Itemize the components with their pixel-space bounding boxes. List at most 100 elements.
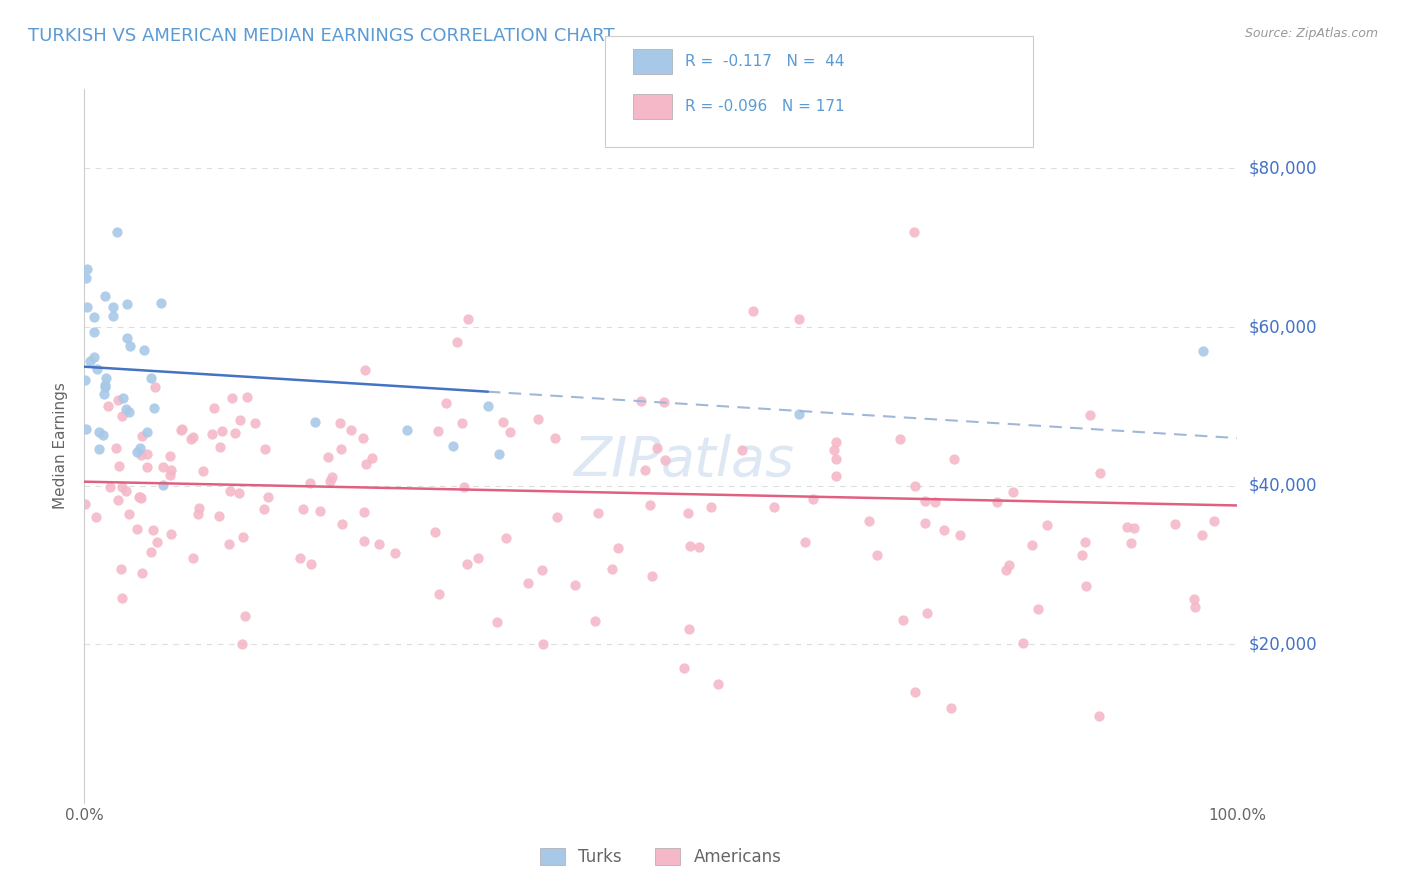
Point bbox=[787, 312, 810, 326]
Point bbox=[423, 524, 446, 539]
Point bbox=[91, 428, 114, 442]
Point bbox=[731, 442, 754, 457]
Point bbox=[1078, 408, 1101, 422]
Point bbox=[564, 578, 586, 592]
Point bbox=[486, 615, 509, 629]
Point bbox=[441, 439, 464, 453]
Point bbox=[152, 459, 174, 474]
Point bbox=[1088, 467, 1111, 481]
Point bbox=[914, 494, 936, 508]
Point bbox=[211, 424, 233, 438]
Point bbox=[170, 423, 193, 437]
Point bbox=[183, 430, 205, 444]
Point bbox=[488, 447, 510, 461]
Point bbox=[127, 522, 149, 536]
Point bbox=[128, 490, 150, 504]
Point bbox=[793, 534, 815, 549]
Point bbox=[530, 563, 553, 577]
Point bbox=[1119, 536, 1142, 550]
Point bbox=[94, 380, 117, 394]
Point bbox=[451, 416, 474, 430]
Point bbox=[762, 500, 785, 514]
Point bbox=[995, 563, 1018, 577]
Point bbox=[396, 423, 419, 437]
Point bbox=[949, 527, 972, 541]
Point bbox=[499, 425, 522, 439]
Point bbox=[118, 507, 141, 521]
Point bbox=[891, 613, 914, 627]
Point bbox=[201, 426, 224, 441]
Point bbox=[232, 530, 254, 544]
Text: $60,000: $60,000 bbox=[1249, 318, 1317, 336]
Point bbox=[79, 353, 101, 368]
Point bbox=[688, 541, 710, 555]
Text: R = -0.096   N = 171: R = -0.096 N = 171 bbox=[685, 99, 845, 113]
Point bbox=[290, 550, 312, 565]
Point bbox=[208, 509, 231, 524]
Point bbox=[143, 380, 166, 394]
Point bbox=[583, 614, 606, 628]
Point bbox=[172, 422, 194, 436]
Point bbox=[1191, 528, 1213, 542]
Point bbox=[150, 296, 173, 310]
Point bbox=[1021, 538, 1043, 552]
Point bbox=[516, 576, 538, 591]
Point bbox=[188, 500, 211, 515]
Point bbox=[129, 491, 152, 506]
Point bbox=[89, 442, 111, 456]
Point bbox=[1074, 535, 1097, 549]
Point bbox=[94, 371, 117, 385]
Text: $80,000: $80,000 bbox=[1249, 160, 1317, 178]
Point bbox=[1088, 708, 1111, 723]
Point bbox=[94, 377, 117, 392]
Point bbox=[353, 363, 375, 377]
Point bbox=[858, 514, 880, 528]
Point bbox=[142, 523, 165, 537]
Point bbox=[221, 391, 243, 405]
Point bbox=[115, 402, 138, 417]
Point bbox=[742, 304, 765, 318]
Point bbox=[141, 545, 163, 559]
Text: $40,000: $40,000 bbox=[1249, 476, 1317, 495]
Point bbox=[1071, 548, 1094, 562]
Point bbox=[426, 424, 449, 438]
Point bbox=[105, 225, 128, 239]
Point bbox=[679, 539, 702, 553]
Y-axis label: Median Earnings: Median Earnings bbox=[53, 383, 69, 509]
Point bbox=[866, 548, 889, 562]
Point bbox=[638, 499, 661, 513]
Point bbox=[352, 431, 374, 445]
Point bbox=[107, 393, 129, 408]
Point bbox=[131, 566, 153, 580]
Point bbox=[75, 373, 97, 387]
Point bbox=[531, 637, 554, 651]
Point bbox=[208, 440, 231, 454]
Point bbox=[453, 480, 475, 494]
Point bbox=[700, 500, 723, 514]
Point bbox=[904, 685, 927, 699]
Text: atlas: atlas bbox=[661, 434, 794, 487]
Point bbox=[159, 449, 181, 463]
Point bbox=[645, 441, 668, 455]
Point bbox=[939, 700, 962, 714]
Point bbox=[672, 661, 695, 675]
Point bbox=[527, 412, 550, 426]
Point bbox=[787, 407, 810, 421]
Point bbox=[997, 558, 1019, 573]
Point bbox=[492, 415, 515, 429]
Point bbox=[319, 474, 342, 488]
Point bbox=[104, 441, 127, 455]
Point bbox=[1122, 521, 1144, 535]
Point bbox=[456, 557, 478, 571]
Point bbox=[187, 507, 209, 521]
Point bbox=[1002, 484, 1025, 499]
Point bbox=[111, 409, 134, 423]
Point bbox=[111, 391, 134, 405]
Point bbox=[152, 478, 174, 492]
Point bbox=[600, 561, 623, 575]
Point bbox=[228, 486, 250, 500]
Point bbox=[146, 535, 169, 549]
Point bbox=[83, 325, 105, 339]
Point bbox=[654, 453, 676, 467]
Text: Source: ZipAtlas.com: Source: ZipAtlas.com bbox=[1244, 27, 1378, 40]
